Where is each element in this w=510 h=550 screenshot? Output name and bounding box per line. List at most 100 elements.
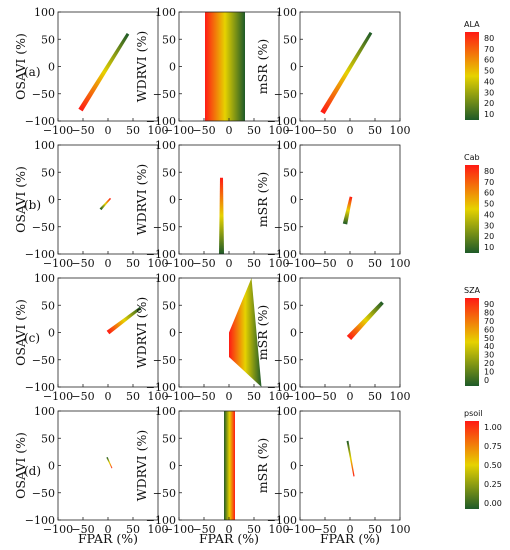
y-tick-label: 0 (48, 61, 55, 74)
y-tick-label: 50 (283, 432, 297, 445)
x-tick-label: −50 (192, 124, 215, 137)
colorbar-title: Cab (464, 153, 480, 162)
y-tick-label: 100 (276, 272, 297, 285)
y-tick-label: −50 (153, 88, 176, 101)
y-axis-label: WDRVI (%) (134, 164, 149, 235)
x-tick-label: 0 (105, 523, 112, 536)
x-tick-label: 0 (226, 390, 233, 403)
data-band (346, 301, 384, 341)
row-label: (a) (24, 65, 41, 79)
colorbar-tick-label: 10 (484, 110, 494, 119)
y-tick-label: −100 (25, 514, 55, 527)
y-tick-label: 100 (155, 272, 176, 285)
colorbar-tick-label: 60 (484, 325, 494, 334)
x-tick-label: 100 (148, 257, 169, 270)
colorbar-tick-label: 30 (484, 221, 494, 230)
row-label: (c) (24, 331, 40, 345)
x-tick-label: 50 (247, 523, 261, 536)
y-tick-label: −100 (25, 381, 55, 394)
colorbar-tick-label: 50 (484, 67, 494, 76)
y-axis-label: OSAVI (%) (13, 166, 28, 233)
colorbar-tick-label: 70 (484, 45, 494, 54)
y-axis-label: WDRVI (%) (134, 430, 149, 501)
x-tick-label: −50 (192, 257, 215, 270)
y-axis-label: OSAVI (%) (13, 432, 28, 499)
y-tick-label: −50 (274, 221, 297, 234)
x-axis-label: FPAR (%) (199, 531, 259, 546)
x-tick-label: 100 (269, 390, 290, 403)
x-tick-label: 100 (148, 523, 169, 536)
data-fan (229, 278, 262, 387)
x-tick-label: 0 (105, 257, 112, 270)
x-tick-label: −100 (164, 390, 194, 403)
x-tick-label: 50 (247, 390, 261, 403)
colorbar-tick-label: 1.00 (484, 423, 502, 432)
y-tick-label: −100 (267, 514, 297, 527)
colorbar-tick-label: 30 (484, 351, 494, 360)
colorbar-scale (465, 165, 479, 253)
data-band (346, 440, 355, 477)
x-tick-label: 100 (390, 523, 411, 536)
x-tick-label: 100 (148, 124, 169, 137)
colorbar-tick-label: 70 (484, 178, 494, 187)
colorbar-tick-label: 70 (484, 317, 494, 326)
data-band (342, 196, 353, 225)
x-tick-label: 100 (390, 390, 411, 403)
colorbar-tick-label: 60 (484, 56, 494, 65)
y-tick-label: −50 (32, 354, 55, 367)
x-tick-label: −100 (285, 124, 315, 137)
x-tick-label: 50 (126, 257, 140, 270)
data-band (106, 306, 142, 335)
x-tick-label: 0 (105, 390, 112, 403)
x-tick-label: 50 (368, 390, 382, 403)
x-tick-label: −100 (43, 257, 73, 270)
y-tick-label: 100 (34, 139, 55, 152)
y-tick-label: 50 (162, 299, 176, 312)
x-tick-label: 50 (368, 523, 382, 536)
x-tick-label: 100 (269, 124, 290, 137)
y-tick-label: 0 (290, 460, 297, 473)
y-tick-label: −100 (146, 514, 176, 527)
y-tick-label: 100 (34, 272, 55, 285)
row-label: (d) (24, 464, 41, 478)
x-tick-label: 0 (347, 523, 354, 536)
colorbar-scale (465, 298, 479, 386)
y-tick-label: 50 (41, 166, 55, 179)
y-tick-label: −100 (267, 248, 297, 261)
x-tick-label: −50 (71, 390, 94, 403)
y-tick-label: −100 (267, 381, 297, 394)
y-tick-label: −100 (267, 115, 297, 128)
y-axis-label: mSR (%) (255, 39, 270, 94)
x-tick-label: 50 (126, 523, 140, 536)
colorbar-tick-label: 0.25 (484, 480, 502, 489)
x-tick-label: −50 (313, 257, 336, 270)
y-tick-label: 0 (48, 460, 55, 473)
y-tick-label: 100 (276, 6, 297, 19)
x-tick-label: −50 (313, 523, 336, 536)
colorbar-tick-label: 20 (484, 99, 494, 108)
row-label: (b) (24, 198, 41, 212)
y-tick-label: 0 (169, 460, 176, 473)
y-tick-label: 50 (41, 432, 55, 445)
colorbar-tick-label: 80 (484, 167, 494, 176)
y-axis-label: mSR (%) (255, 305, 270, 360)
y-tick-label: 100 (276, 405, 297, 418)
y-tick-label: −50 (32, 487, 55, 500)
x-tick-label: 100 (390, 124, 411, 137)
y-tick-label: −50 (274, 487, 297, 500)
y-tick-label: 100 (155, 6, 176, 19)
x-tick-label: 50 (247, 257, 261, 270)
x-tick-label: −100 (164, 257, 194, 270)
x-axis-label: FPAR (%) (78, 531, 138, 546)
x-tick-label: −50 (71, 523, 94, 536)
colorbar-tick-label: 30 (484, 88, 494, 97)
